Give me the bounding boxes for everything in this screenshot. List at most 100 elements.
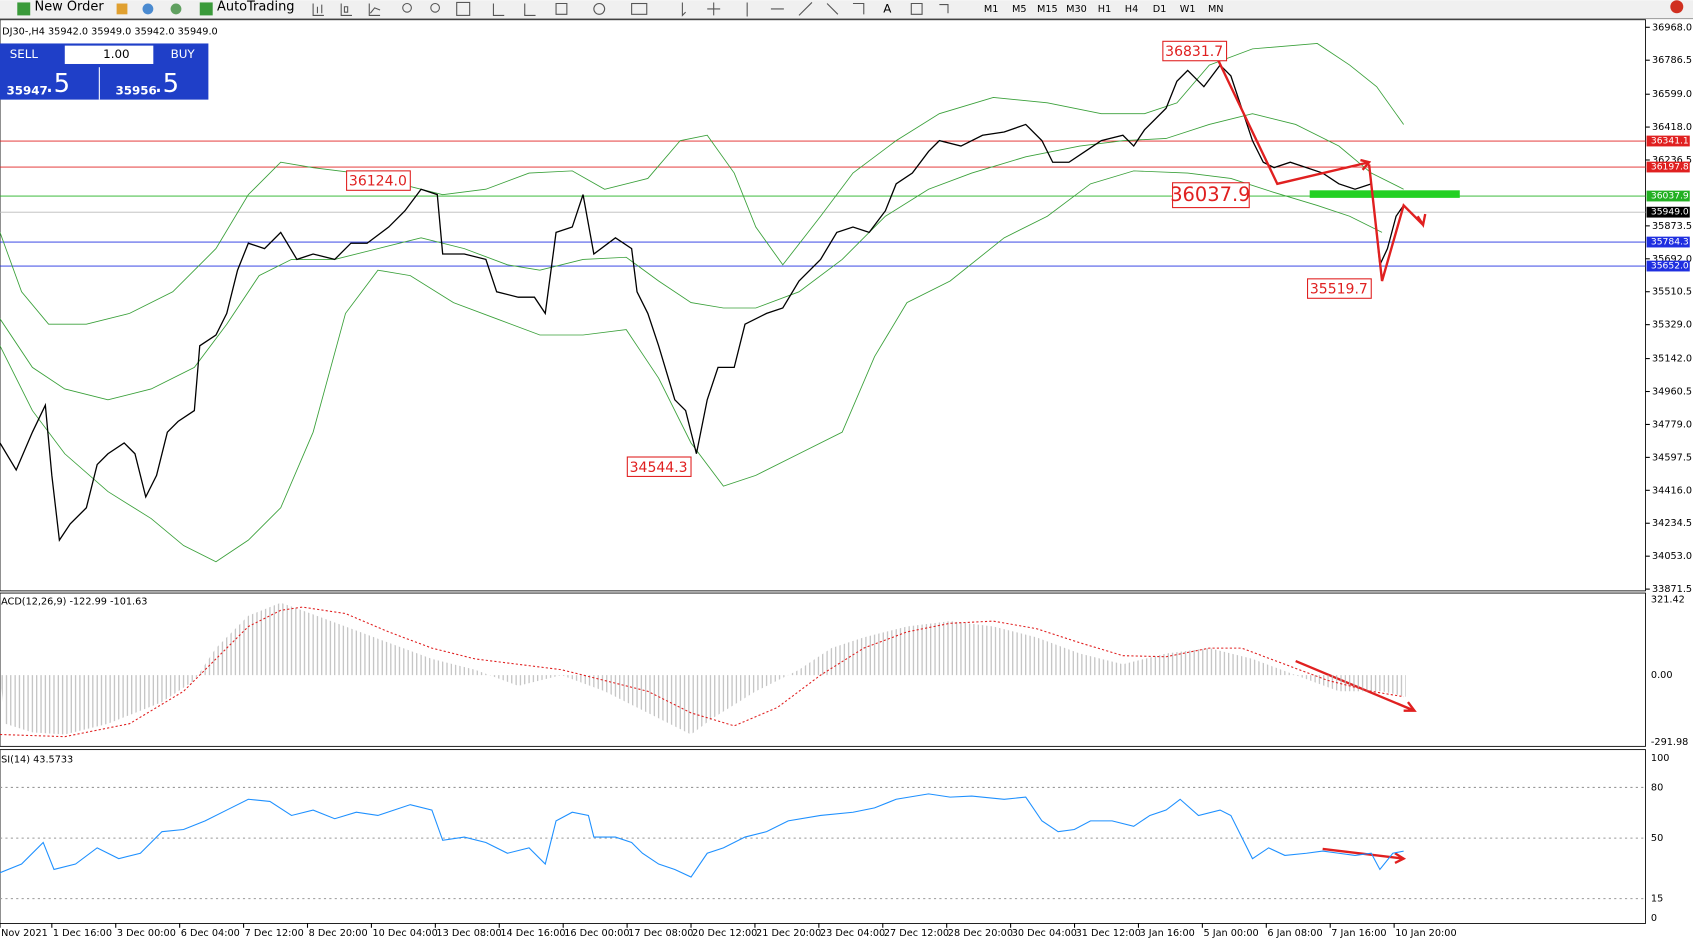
price-tick-label: 36599.0 <box>1652 89 1692 100</box>
lot-input[interactable] <box>64 45 154 64</box>
sell-price-pips[interactable]: .5 <box>45 69 70 99</box>
macd-signal <box>0 606 1404 738</box>
rsi-axis-label: 100 <box>1651 753 1670 764</box>
buy-button[interactable]: BUY <box>171 47 196 61</box>
annotation: 35519.7 <box>1310 282 1368 298</box>
price-tick-label: 35329.0 <box>1652 320 1692 331</box>
rsi-axis-label: 0 <box>1651 913 1657 924</box>
text-tool[interactable]: A <box>883 1 892 15</box>
timeframe-button[interactable]: W1 <box>1180 4 1196 15</box>
annotation: 36037.9 <box>1170 183 1250 206</box>
autotrading-icon[interactable] <box>199 2 213 16</box>
alert-icon[interactable] <box>1670 0 1684 14</box>
horizontal-lines <box>0 140 1646 267</box>
sell-button[interactable]: SELL <box>10 47 39 61</box>
macd-histogram <box>0 602 1406 735</box>
price-tag <box>1646 135 1690 147</box>
new-order-button[interactable]: New Order <box>35 0 105 14</box>
price-series <box>0 64 1405 542</box>
annotation: 36831.7 <box>1165 44 1223 60</box>
price-tag-label: 36197.8 <box>1651 162 1689 173</box>
time-tick-label: 31 Dec 12:00 <box>1076 928 1141 939</box>
macd-axis-label: 321.42 <box>1651 595 1685 606</box>
price-tag-label: 36341.1 <box>1651 136 1689 147</box>
timeframe-button[interactable]: H1 <box>1098 4 1111 15</box>
annotation-box <box>346 170 411 191</box>
toolbar <box>0 0 1693 19</box>
timeframe-button[interactable]: M1 <box>984 4 999 15</box>
price-tick-label: 36786.5 <box>1652 55 1692 66</box>
price-tag <box>1646 260 1690 272</box>
time-tick-label: 6 Jan 08:00 <box>1267 928 1322 939</box>
rsi-levels <box>0 786 1646 900</box>
price-tag <box>1646 236 1690 248</box>
timeframe-button[interactable]: M30 <box>1066 4 1087 15</box>
price-tick-label: 35873.5 <box>1652 221 1692 232</box>
price-tick-label: 35142.0 <box>1652 354 1692 365</box>
price-tag-label: 35652.0 <box>1651 261 1689 272</box>
price-tick-label: 34416.0 <box>1652 485 1692 496</box>
time-tick-label: 16 Dec 00:00 <box>564 928 629 939</box>
time-tick-label: 13 Dec 08:00 <box>436 928 501 939</box>
annotation-box <box>1162 40 1228 62</box>
time-tick-label: 10 Jan 20:00 <box>1395 928 1456 939</box>
price-tag-label: 36037.9 <box>1651 191 1689 202</box>
price-tick-label: 34960.5 <box>1652 387 1692 398</box>
price-tag-label: 35949.0 <box>1651 207 1689 218</box>
timeframe-button[interactable]: MN <box>1208 4 1224 15</box>
price-tick-label: 33871.5 <box>1652 584 1692 595</box>
time-tick-label: Nov 2021 <box>1 928 48 939</box>
annotations: 36831.7 36124.0 36037.9 34544.3 35519.7 <box>346 40 1372 477</box>
sell-price[interactable]: 35947 <box>6 83 47 97</box>
timeframe-button[interactable]: D1 <box>1153 4 1167 15</box>
one-click-trading: SELL BUY 1.00 35947 .5 35956 .5 <box>0 43 209 100</box>
timeframe-button[interactable]: M15 <box>1037 4 1058 15</box>
macd-axis-label: -291.98 <box>1651 737 1688 748</box>
time-tick-label: 1 Dec 16:00 <box>53 928 112 939</box>
time-tick-label: 17 Dec 08:00 <box>628 928 693 939</box>
tool-icon[interactable] <box>142 3 154 15</box>
price-tick-label: 36418.0 <box>1652 122 1692 133</box>
rsi-axis-label: 50 <box>1651 833 1663 844</box>
time-tick-label: 3 Dec 00:00 <box>117 928 176 939</box>
price-tick-label: 36968.0 <box>1652 22 1692 33</box>
time-tick-label: 8 Dec 20:00 <box>309 928 368 939</box>
rsi-axis-label: 15 <box>1651 894 1663 905</box>
price-tick-label: 35692.0 <box>1652 254 1692 265</box>
lot-value[interactable]: 1.00 <box>103 47 129 61</box>
macd-axis: 321.42 0.00 -291.98 <box>1651 595 1688 749</box>
timeframe-button[interactable]: M5 <box>1012 4 1027 15</box>
time-tick-label: 28 Dec 20:00 <box>948 928 1013 939</box>
price-tag <box>1646 161 1690 173</box>
toolbar-icons[interactable] <box>312 1 949 17</box>
annotation-box <box>1172 182 1250 209</box>
bollinger-bands <box>0 43 1404 563</box>
timeframe-bar: M1 M5 M15 M30 H1 H4 D1 W1 MN <box>984 4 1224 15</box>
price-tick-label: 34053.0 <box>1652 551 1692 562</box>
chart-header: DJ30-,H4 35942.0 35949.0 35942.0 35949.0 <box>2 27 218 38</box>
time-axis: Nov 2021 1 Dec 16:00 3 Dec 00:00 6 Dec 04:0… <box>0 923 1457 939</box>
annotation-box <box>1307 278 1372 299</box>
time-tick-label: 30 Dec 04:00 <box>1012 928 1077 939</box>
autotrading-button[interactable]: AutoTrading <box>217 0 295 14</box>
rsi-label: SI(14) 43.5733 <box>1 754 73 765</box>
timeframe-button[interactable]: H4 <box>1125 4 1138 15</box>
price-axis: 36968.0 36786.5 36599.0 36418.0 36236.5 35873… <box>1645 22 1692 595</box>
time-tick-label: 7 Dec 12:00 <box>245 928 304 939</box>
time-tick-label: 27 Dec 12:00 <box>884 928 949 939</box>
buy-price-pips[interactable]: .5 <box>154 69 179 99</box>
time-tick-label: 20 Dec 12:00 <box>692 928 757 939</box>
new-order-icon[interactable] <box>17 2 31 16</box>
green-zone <box>1309 190 1460 198</box>
price-tick-label: 35510.5 <box>1652 287 1692 298</box>
rsi-line <box>0 793 1404 878</box>
price-tick-label: 36236.5 <box>1652 155 1692 166</box>
macd-axis-label: 0.00 <box>1651 670 1673 681</box>
buy-price[interactable]: 35956 <box>116 83 157 97</box>
annotation: 34544.3 <box>630 460 688 476</box>
annotation: 36124.0 <box>349 174 407 190</box>
tool-icon[interactable] <box>116 3 128 15</box>
tool-icon[interactable] <box>170 3 182 15</box>
time-tick-label: 21 Dec 20:00 <box>756 928 821 939</box>
